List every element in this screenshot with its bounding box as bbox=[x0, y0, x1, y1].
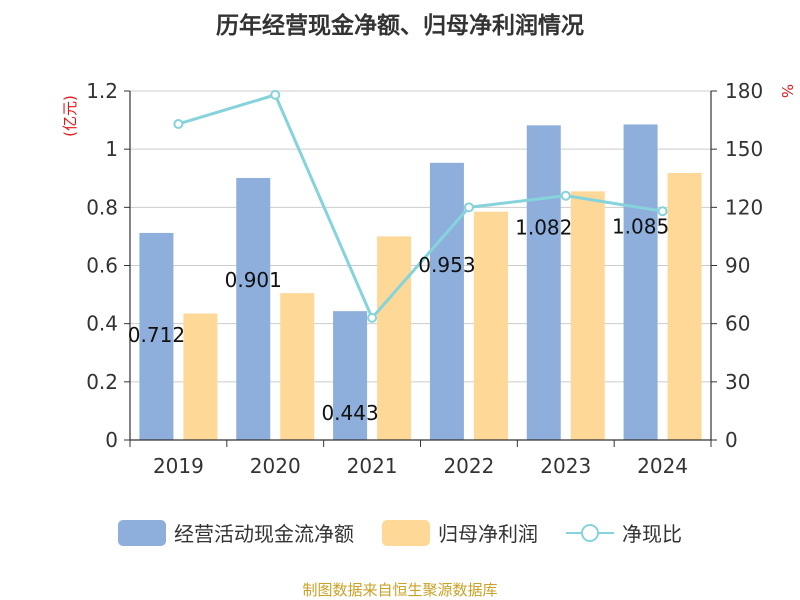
y-left-axis-label: (亿元) bbox=[61, 95, 79, 137]
data-label-cashflow: 0.901 bbox=[225, 268, 282, 292]
y-left-tick-label: 0.8 bbox=[86, 195, 118, 219]
bar-net-profit[interactable] bbox=[473, 211, 508, 440]
chart-title: 历年经营现金净额、归母净利润情况 bbox=[216, 13, 584, 39]
legend-swatch-cashflow bbox=[118, 519, 166, 546]
point-cash-ratio[interactable] bbox=[173, 118, 184, 129]
y-left-tick-label: 0 bbox=[105, 428, 118, 452]
x-tick-label: 2024 bbox=[637, 454, 688, 478]
y-left-tick-label: 1.2 bbox=[86, 79, 118, 103]
data-source-note: 制图数据来自恒生聚源数据库 bbox=[302, 581, 498, 599]
data-label-cashflow: 0.712 bbox=[128, 323, 185, 347]
y-left-tick-label: 0.2 bbox=[86, 370, 118, 394]
x-tick-label: 2019 bbox=[153, 454, 204, 478]
point-cash-ratio[interactable] bbox=[270, 89, 281, 100]
bar-net-profit[interactable] bbox=[570, 191, 605, 440]
bar-cashflow[interactable] bbox=[139, 232, 174, 440]
bar-cashflow[interactable] bbox=[623, 124, 658, 440]
y-right-axis-label: % bbox=[778, 84, 796, 98]
point-cash-ratio[interactable] bbox=[367, 312, 378, 323]
y-right-tick-label: 150 bbox=[725, 137, 763, 161]
y-right-tick-label: 120 bbox=[725, 195, 763, 219]
x-tick-label: 2022 bbox=[443, 454, 494, 478]
y-right-tick-label: 180 bbox=[725, 79, 763, 103]
y-right-tick-label: 90 bbox=[725, 254, 750, 278]
y-left-tick-label: 0.4 bbox=[86, 312, 118, 336]
legend-item-net-profit[interactable]: 归母净利润 bbox=[382, 518, 538, 547]
bar-net-profit[interactable] bbox=[377, 236, 412, 440]
y-right-tick-label: 0 bbox=[725, 428, 738, 452]
bar-cashflow[interactable] bbox=[429, 162, 464, 441]
legend-label-cashflow: 经营活动现金流净额 bbox=[174, 522, 354, 546]
point-cash-ratio[interactable] bbox=[463, 202, 474, 213]
data-label-cashflow: 0.443 bbox=[321, 401, 378, 425]
bar-cashflow[interactable] bbox=[236, 177, 271, 440]
point-cash-ratio[interactable] bbox=[657, 206, 668, 217]
legend-label-net-profit: 归母净利润 bbox=[438, 522, 538, 546]
bar-cashflow[interactable] bbox=[333, 311, 368, 440]
bar-net-profit[interactable] bbox=[183, 313, 218, 440]
data-label-cashflow: 1.085 bbox=[612, 214, 669, 238]
legend-label-cash-ratio: 净现比 bbox=[622, 522, 682, 546]
y-left-tick-label: 1 bbox=[105, 137, 118, 161]
y-right-tick-label: 60 bbox=[725, 312, 750, 336]
x-tick-label: 2020 bbox=[250, 454, 301, 478]
bar-cashflow[interactable] bbox=[526, 125, 561, 441]
legend-swatch-net-profit bbox=[382, 519, 430, 546]
chart-legend: 经营活动现金流净额 归母净利润 净现比 bbox=[0, 518, 800, 547]
legend-item-cashflow[interactable]: 经营活动现金流净额 bbox=[118, 518, 354, 547]
bar-net-profit[interactable] bbox=[280, 293, 315, 440]
legend-item-cash-ratio[interactable]: 净现比 bbox=[566, 518, 682, 547]
x-tick-label: 2023 bbox=[540, 454, 591, 478]
line-cash-ratio bbox=[177, 93, 663, 321]
y-right-tick-label: 30 bbox=[725, 370, 750, 394]
bar-net-profit[interactable] bbox=[667, 173, 702, 440]
x-tick-label: 2021 bbox=[347, 454, 398, 478]
legend-swatch-cash-ratio bbox=[566, 520, 614, 546]
y-left-tick-label: 0.6 bbox=[86, 254, 118, 278]
data-label-cashflow: 0.953 bbox=[418, 253, 475, 277]
point-cash-ratio[interactable] bbox=[560, 190, 571, 201]
data-label-cashflow: 1.082 bbox=[515, 215, 572, 239]
